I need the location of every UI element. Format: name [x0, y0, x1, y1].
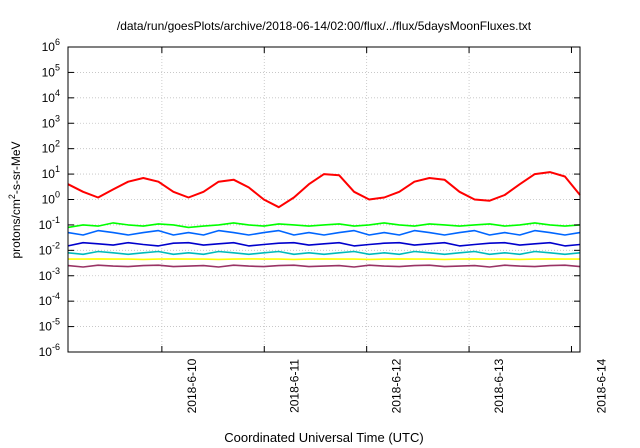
series-line	[68, 258, 580, 261]
y-tick-label: 104	[42, 88, 60, 105]
series-line	[67, 250, 581, 256]
series-line	[67, 229, 581, 236]
y-tick-label: 106	[42, 37, 60, 54]
y-axis-label: protons/cm2-s-sr-MeV	[7, 141, 23, 258]
y-tick-label: 105	[42, 62, 60, 79]
y-tick-label: 100	[42, 190, 60, 207]
x-tick-label: 2018-6-11	[287, 359, 301, 413]
y-tick-label: 10-5	[39, 317, 60, 334]
y-tick-label: 10-3	[39, 266, 60, 283]
x-tick-label: 2018-6-13	[492, 358, 506, 413]
x-tick-label: 2018-6-14	[594, 358, 608, 413]
series-line	[67, 222, 581, 229]
y-tick-label: 103	[42, 113, 60, 130]
x-tick-label: 2018-6-12	[390, 358, 404, 413]
series-line	[67, 264, 581, 268]
y-tick-label: 102	[42, 139, 60, 156]
y-tick-label: 10-4	[39, 291, 60, 308]
y-tick-label: 10-1	[39, 215, 60, 232]
grid	[68, 47, 580, 352]
series-line	[67, 241, 581, 247]
y-tick-label: 10-2	[39, 240, 60, 257]
y-tick-label: 101	[42, 164, 60, 181]
chart-title: /data/run/goesPlots/archive/2018-06-14/0…	[117, 19, 532, 33]
series-group	[67, 171, 581, 268]
x-axis-label: Coordinated Universal Time (UTC)	[224, 430, 423, 445]
y-tick-label: 10-6	[39, 342, 60, 359]
series-line	[67, 171, 581, 209]
x-tick-label: 2018-6-10	[185, 358, 199, 413]
